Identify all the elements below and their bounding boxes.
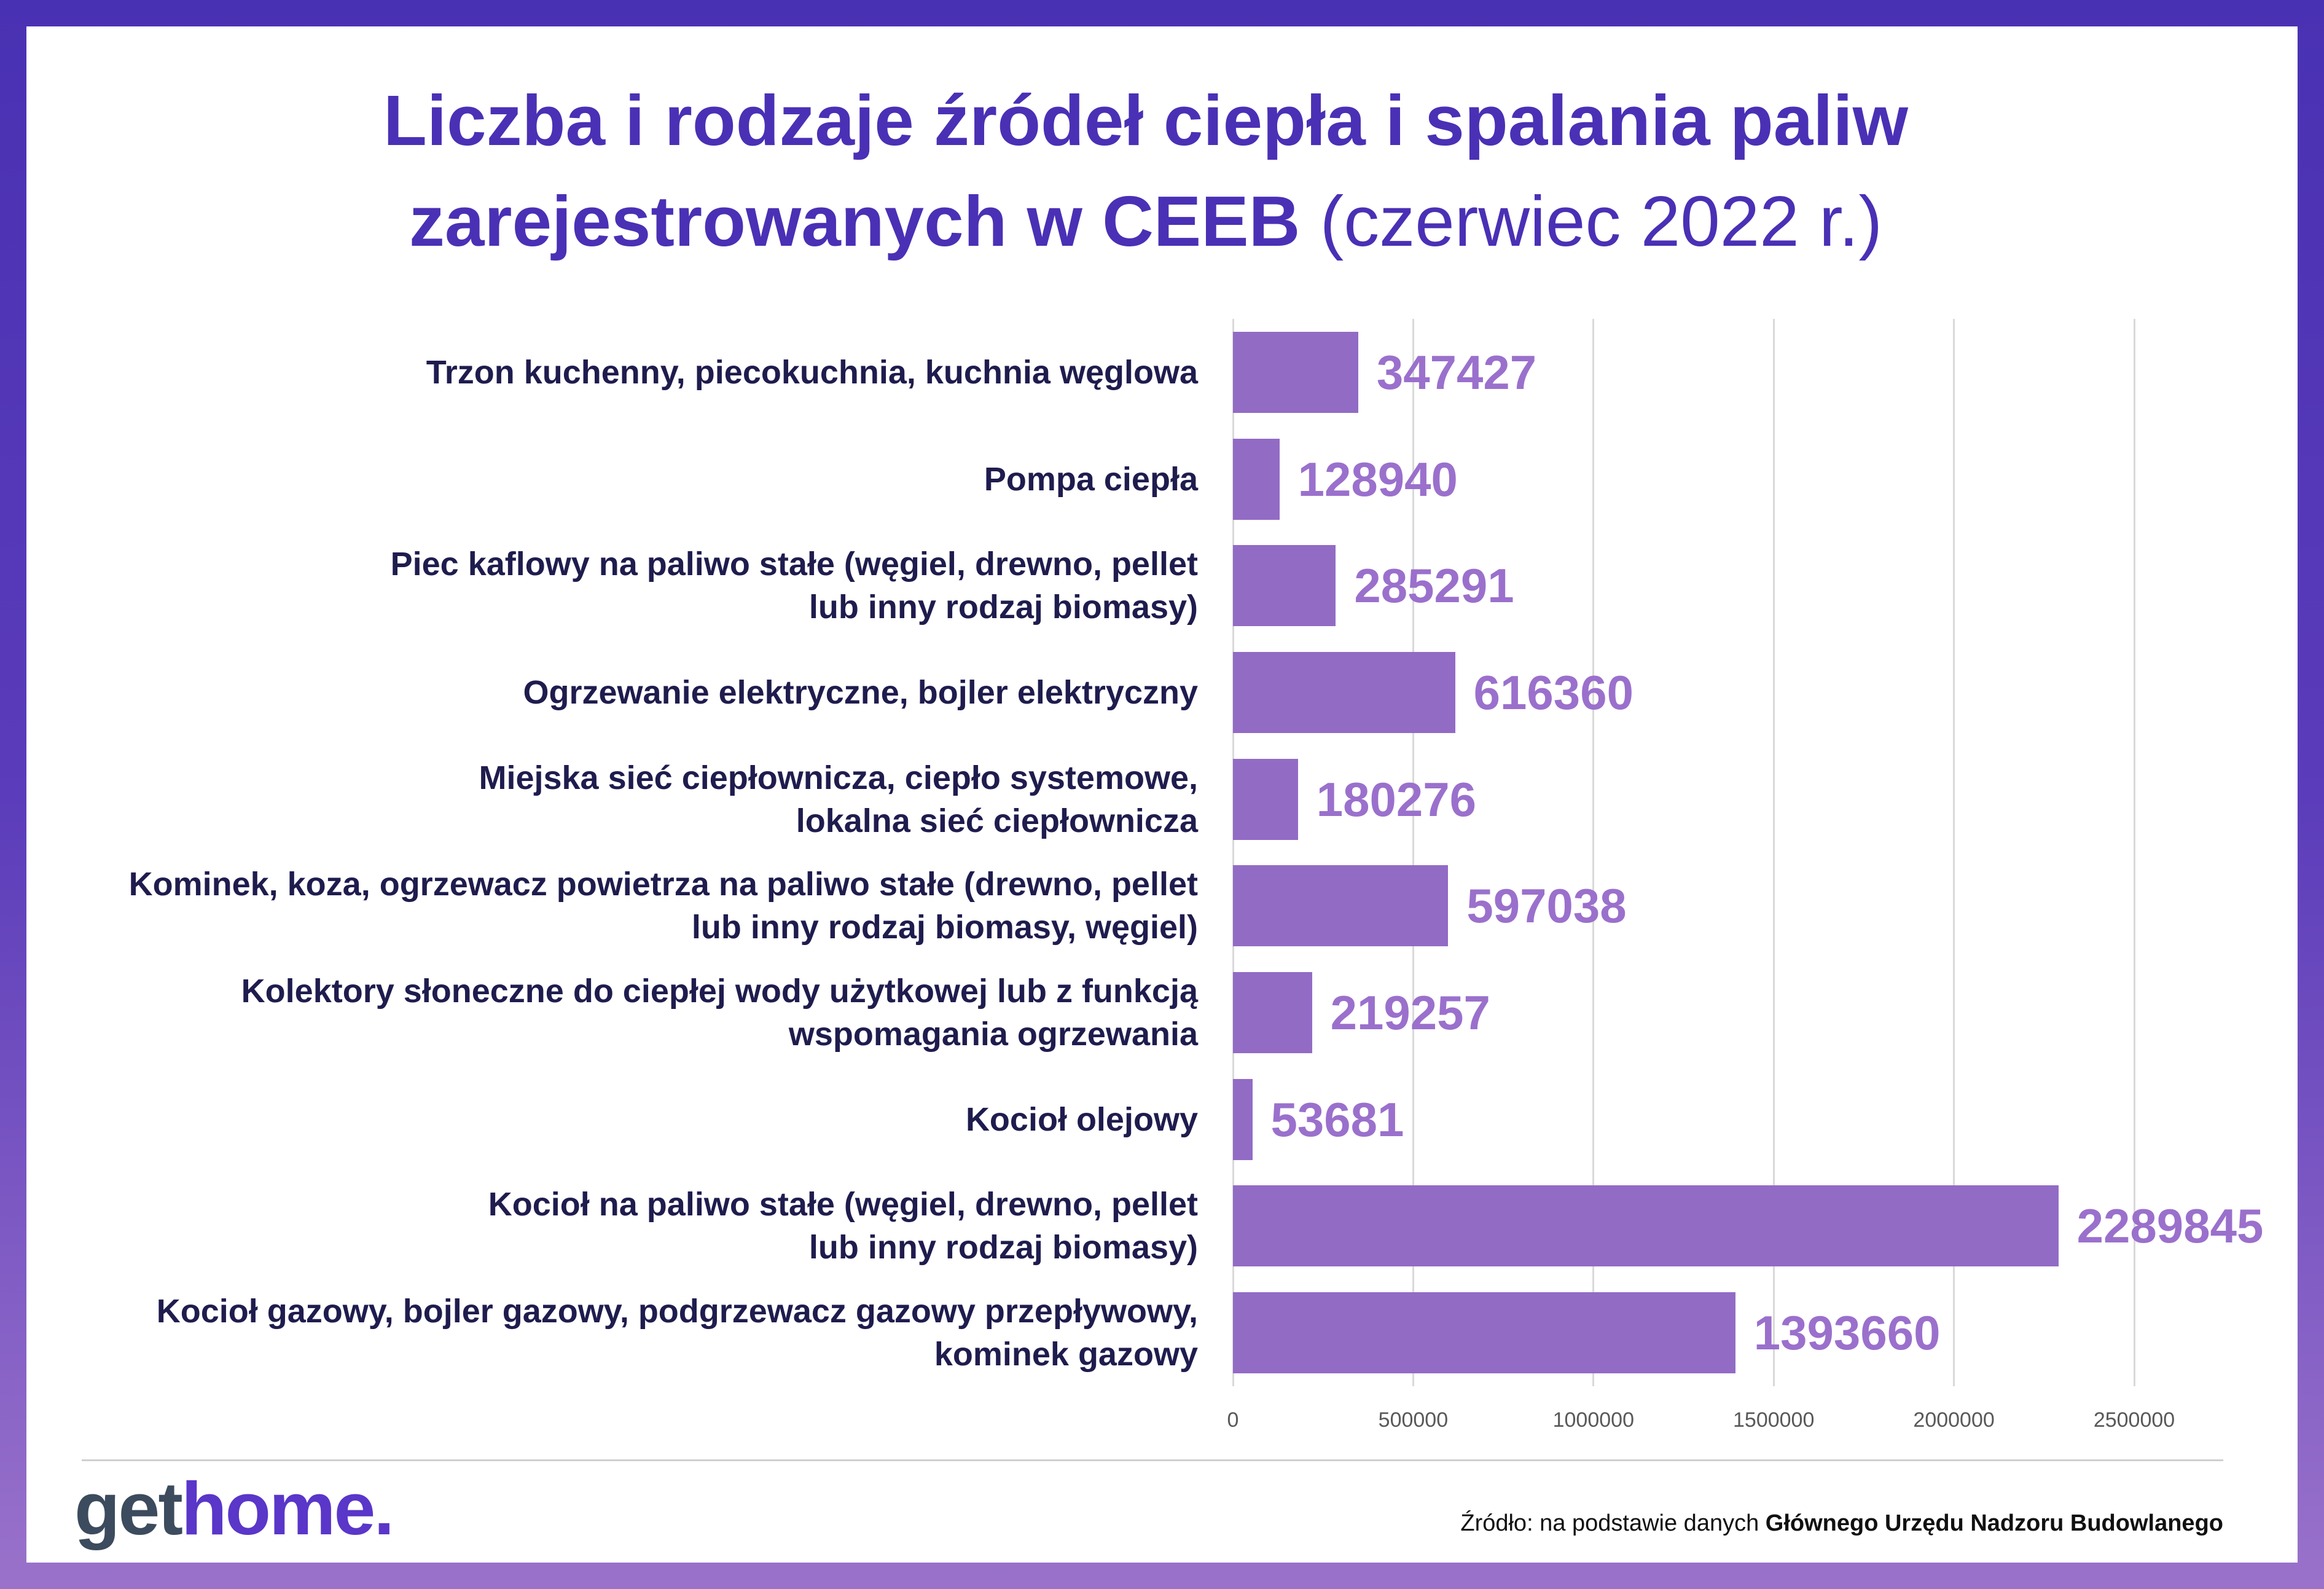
gridline [1232, 319, 1234, 1386]
bar-value-label: 53681 [1270, 1092, 1404, 1147]
bar-value-label: 285291 [1354, 559, 1514, 613]
gridline [1772, 319, 1775, 1386]
content-panel [26, 26, 2298, 1563]
logo-text-dark: get [74, 1467, 183, 1550]
x-tick-label: 1500000 [1733, 1408, 1815, 1432]
gridline [2133, 319, 2135, 1386]
chart-title-date: (czerwiec 2022 r.) [1320, 181, 1883, 261]
source-note: Źródło: na podstawie danych Głównego Urz… [1460, 1512, 2223, 1535]
bar-value-label: 219257 [1330, 986, 1490, 1040]
category-label: Pompa ciepła [984, 460, 1198, 498]
bar [1233, 758, 1298, 840]
chart-title-main: Liczba i rodzaje źródeł ciepła i spalani… [383, 80, 1908, 261]
source-prefix: Źródło: na podstawie danych [1460, 1510, 1759, 1536]
category-label: Piec kaflowy na paliwo stałe (węgiel, dr… [390, 546, 1198, 626]
footer-divider [82, 1459, 2223, 1461]
bar-value-label: 597038 [1466, 879, 1627, 933]
gridline [1592, 319, 1595, 1386]
bar-value-label: 128940 [1297, 452, 1458, 506]
category-label: Trzon kuchenny, piecokuchnia, kuchnia wę… [426, 353, 1198, 391]
bar [1233, 1292, 1735, 1374]
bar-value-label: 180276 [1316, 772, 1477, 826]
x-tick-label: 2500000 [2093, 1408, 2175, 1432]
logo-text-accent: home. [181, 1467, 394, 1550]
bar-value-label: 2289845 [2076, 1199, 2264, 1254]
gridline [1953, 319, 1955, 1386]
category-label: Kocioł olejowy [965, 1101, 1198, 1138]
source-institution: Głównego Urzędu Nadzoru Budowlanego [1765, 1510, 2223, 1536]
category-label: Kocioł gazowy, bojler gazowy, podgrzewac… [156, 1293, 1198, 1373]
bar [1233, 545, 1336, 627]
gethome-logo: gethome. [74, 1471, 394, 1546]
gridline [1412, 319, 1414, 1386]
category-label: Kominek, koza, ogrzewacz powietrza na pa… [128, 866, 1198, 946]
category-label: Kolektory słoneczne do ciepłej wody użyt… [241, 973, 1198, 1053]
bar-value-label: 1393660 [1753, 1306, 1941, 1360]
x-tick-label: 500000 [1378, 1408, 1449, 1432]
category-label: Ogrzewanie elektryczne, bojler elektrycz… [523, 673, 1198, 711]
bar [1233, 1185, 2059, 1267]
bar [1233, 651, 1455, 733]
x-tick-label: 2000000 [1913, 1408, 1995, 1432]
bar-value-label: 347427 [1376, 345, 1537, 399]
bar [1233, 972, 1312, 1054]
bar [1233, 438, 1280, 520]
chart-title: Liczba i rodzaje źródeł ciepła i spalani… [255, 70, 2036, 272]
x-tick-label: 0 [1227, 1408, 1239, 1432]
bar [1233, 865, 1449, 947]
category-label: Miejska sieć ciepłownicza, ciepło system… [479, 759, 1198, 839]
bar-value-label: 616360 [1473, 665, 1633, 720]
category-label: Kocioł na paliwo stałe (węgiel, drewno, … [488, 1186, 1198, 1266]
x-tick-label: 1000000 [1552, 1408, 1634, 1432]
bar [1233, 331, 1358, 413]
bar [1233, 1078, 1253, 1160]
